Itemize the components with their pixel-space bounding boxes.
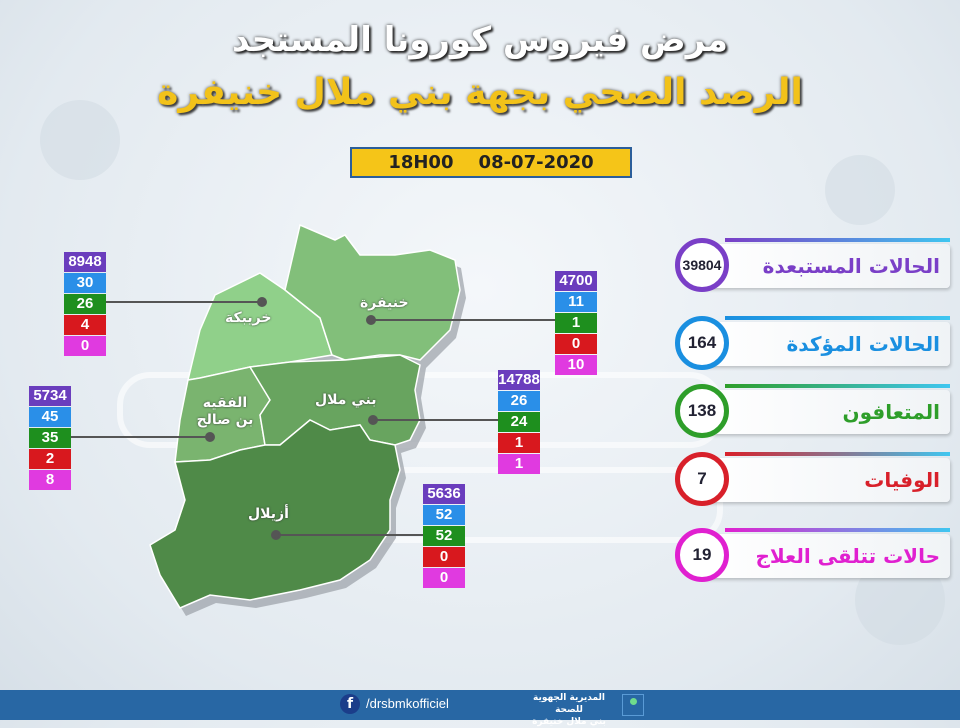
region-khenifra[interactable] (284, 223, 461, 361)
summary-card: الحالات المستبعدة 39804 (675, 238, 950, 292)
summary-label: حالات تتلقى العلاج (755, 544, 940, 568)
summary-card: حالات تتلقى العلاج 19 (675, 528, 950, 582)
stats-box-fquih-ben-salah: 5734 45 35 2 8 (29, 386, 71, 491)
region-label: بني ملال (315, 392, 377, 408)
subtitle: الرصد الصحي بجهة بني ملال خنيفرة (157, 72, 803, 113)
connector-dot (368, 415, 378, 425)
connector-dot (366, 315, 376, 325)
summary-value: 39804 (675, 238, 729, 292)
facebook-icon[interactable]: f (340, 694, 360, 714)
summary-panel (700, 534, 950, 578)
summary-card: المتعافون 138 (675, 384, 950, 438)
region-azilal[interactable] (149, 419, 401, 609)
region-label: خنيفرة (360, 295, 409, 311)
summary-value: 138 (675, 384, 729, 438)
summary-label: الحالات المؤكدة (786, 332, 940, 356)
stats-box-beni-mellal: 14788 26 24 1 1 (498, 370, 540, 474)
organization-logo (622, 694, 644, 716)
accent-bar (725, 452, 950, 456)
facebook-handle-link[interactable]: /drsbmkofficiel (366, 696, 449, 711)
summary-value: 19 (675, 528, 729, 582)
connector-dot (205, 432, 215, 442)
summary-label: الحالات المستبعدة (762, 254, 940, 278)
accent-bar (725, 238, 950, 242)
accent-bar (725, 528, 950, 532)
stats-box-khenifra: 4700 11 1 0 10 (555, 271, 597, 376)
region-label: خريبكة (225, 310, 272, 326)
accent-bar (725, 384, 950, 388)
summary-panel (700, 390, 950, 434)
summary-value: 164 (675, 316, 729, 370)
stats-box-azilal: 5636 52 52 0 0 (423, 484, 465, 589)
stats-box-khouribga: 8948 30 26 4 0 (64, 252, 106, 357)
summary-value: 7 (675, 452, 729, 506)
summary-card: الوفيات 7 (675, 452, 950, 506)
summary-panel (700, 322, 950, 366)
accent-bar (725, 316, 950, 320)
summary-panel (700, 244, 950, 288)
region-label: أزيلال (248, 506, 289, 522)
summary-label: المتعافون (842, 400, 940, 424)
connector-dot (257, 297, 267, 307)
summary-label: الوفيات (864, 468, 940, 492)
title: مرض فيروس كورونا المستجد (232, 20, 728, 60)
connector-dot (271, 530, 281, 540)
region-label: الفقيه بن صالح (196, 395, 254, 428)
organization-name: المديرية الجهوية للصحة بني ملال خنيفرة (532, 693, 606, 727)
summary-panel (700, 458, 950, 502)
summary-card: الحالات المؤكدة 164 (675, 316, 950, 370)
footer-bar (0, 690, 960, 720)
date-badge: 18H00 08-07-2020 (350, 147, 632, 178)
